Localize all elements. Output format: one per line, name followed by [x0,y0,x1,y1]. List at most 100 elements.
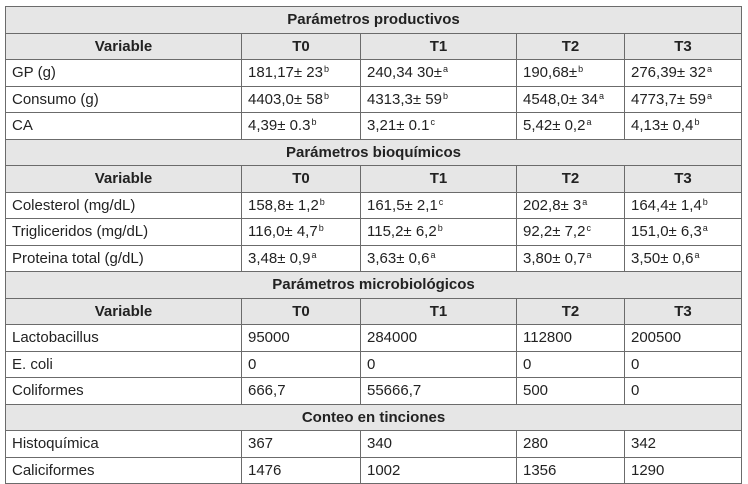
section-title: Conteo en tinciones [4,403,743,431]
cell-value: 0 [523,355,532,373]
section-header-row: Parámetros productivos [4,6,743,34]
column-header-row: Variable T0 T1 T2 T3 [5,32,743,60]
cell-value: 0 [631,355,640,373]
row-label: Histoquímica [5,430,242,458]
value-cell: 500 [516,377,625,405]
value-cell: 1290 [623,456,743,484]
cell-value: 1356 [523,461,557,479]
cell-value: 158,8± 1,2 [248,196,319,214]
cell-value: 4,13± 0,4 [631,117,694,135]
cell-value: 4,39± 0.3 [248,117,311,135]
column-header: T1 [360,165,517,193]
value-cell: 95000 [241,324,361,352]
value-cell: 4313,3± 59b [360,85,517,113]
row-label: Consumo (g) [5,85,242,113]
value-cell: 0 [623,377,743,405]
column-header: T0 [241,32,361,60]
value-cell: 0 [241,350,361,378]
significance-letter: a [586,249,592,260]
cell-value: 0 [631,382,640,400]
significance-letter: b [442,90,448,101]
value-cell: 4773,7± 59a [623,85,743,113]
cell-value: 342 [631,435,657,453]
value-cell: 158,8± 1,2b [241,191,361,219]
table-row: Caliciformes 1476 1002 1356 1290 [5,456,743,484]
value-cell: 3,50± 0,6a [623,244,743,272]
value-cell: 151,0± 6,3a [623,218,743,246]
value-cell: 116,0± 4,7b [241,218,361,246]
value-cell: 0 [516,350,625,378]
value-cell: 112800 [516,324,625,352]
column-header: T2 [516,32,625,60]
cell-value: 4548,0± 34 [523,90,598,108]
value-cell: 92,2± 7,2c [516,218,625,246]
cell-value: 0 [367,355,376,373]
significance-letter: a [694,249,700,260]
significance-letter: a [702,223,708,234]
significance-letter: a [598,90,604,101]
table-row: Colesterol (mg/dL) 158,8± 1,2b 161,5± 2,1c… [5,191,743,219]
cell-value: 115,2± 6,2 [367,223,437,241]
section-header-row: Conteo en tinciones [4,403,743,431]
significance-letter: b [702,196,708,207]
significance-letter: a [586,117,592,128]
cell-value: 3,50± 0,6 [631,249,694,267]
column-header: Variable [5,165,242,193]
column-header: T3 [623,297,743,325]
section-header-row: Parámetros bioquímicos [4,138,743,166]
cell-value: 4313,3± 59 [367,90,442,108]
cell-value: 1002 [367,461,401,479]
table-row: GP (g) 181,17± 23b 240,34 30±a 190,68±b 276,… [5,59,743,87]
row-label: Colesterol (mg/dL) [5,191,242,219]
cell-value: 1290 [631,461,665,479]
value-cell: 1002 [360,456,517,484]
cell-value: 3,48± 0,9 [248,249,311,267]
results-table: Parámetros productivos Variable T0 T1 T2 T3 GP… [4,6,743,484]
row-label: Trigliceridos (mg/dL) [5,218,242,246]
value-cell: 276,39± 32a [623,59,743,87]
table-row: Coliformes 666,7 55666,7 500 0 [5,377,743,405]
cell-value: 4403,0± 58 [248,90,323,108]
section-title: Parámetros microbiológicos [4,271,743,299]
results-table-body: Parámetros productivos Variable T0 T1 T2 T3 GP… [4,6,743,484]
value-cell: 161,5± 2,1c [360,191,517,219]
significance-letter: c [586,223,591,234]
cell-value: 112800 [523,329,572,347]
column-header: T2 [516,297,625,325]
cell-value: 284000 [367,329,418,347]
table-row: Lactobacillus 95000 284000 112800 200500 [5,324,743,352]
column-header: Variable [5,32,242,60]
value-cell: 367 [241,430,361,458]
value-cell: 4,13± 0,4b [623,112,743,140]
significance-letter: b [318,223,324,234]
significance-letter: b [323,64,329,75]
column-header-row: Variable T0 T1 T2 T3 [5,165,743,193]
table-row: Consumo (g) 4403,0± 58b 4313,3± 59b 4548,0±… [5,85,743,113]
cell-value: 3,80± 0,7 [523,249,586,267]
cell-value: 500 [523,382,549,400]
cell-value: 95000 [248,329,290,347]
value-cell: 1356 [516,456,625,484]
column-header-row: Variable T0 T1 T2 T3 [5,297,743,325]
cell-value: 276,39± 32 [631,64,706,82]
cell-value: 280 [523,435,549,453]
significance-letter: a [430,249,436,260]
cell-value: 202,8± 3 [523,196,582,214]
value-cell: 0 [360,350,517,378]
value-cell: 666,7 [241,377,361,405]
significance-letter: b [323,90,329,101]
value-cell: 340 [360,430,517,458]
cell-value: 666,7 [248,382,286,400]
column-header: T1 [360,297,517,325]
significance-letter: a [311,249,317,260]
row-label: Proteina total (g/dL) [5,244,242,272]
column-header: T2 [516,165,625,193]
column-header: Variable [5,297,242,325]
significance-letter: b [437,223,443,234]
cell-value: 3,21± 0.1 [367,117,430,135]
significance-letter: a [706,90,712,101]
value-cell: 3,48± 0,9a [241,244,361,272]
cell-value: 55666,7 [367,382,422,400]
section-title: Parámetros productivos [4,6,743,34]
cell-value: 5,42± 0,2 [523,117,586,135]
